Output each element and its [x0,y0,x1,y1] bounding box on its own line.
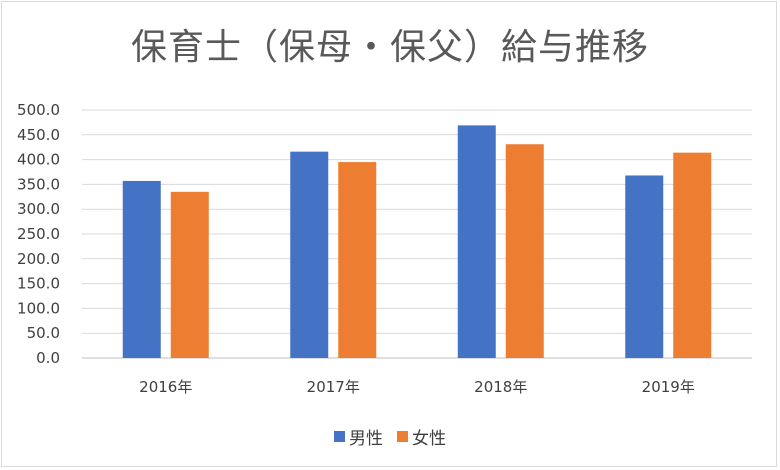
y-tick-label: 450.0 [17,126,60,144]
bar-female [170,191,209,358]
bar-male [625,175,664,358]
y-tick-label: 100.0 [17,299,60,317]
x-category-label: 2019年 [642,378,695,396]
legend: 男性 女性 [0,424,780,449]
bar-male [290,151,329,358]
bar-male [457,125,496,358]
x-category-label: 2018年 [474,378,527,396]
y-tick-label: 150.0 [17,275,60,293]
chart-title: 保育士（保母・保父）給与推移 [130,27,649,68]
y-tick-label: 0.0 [36,349,60,367]
x-category-label: 2017年 [307,378,360,396]
legend-label-female: 女性 [412,429,446,449]
bar-female [338,162,377,358]
y-tick-label: 300.0 [17,200,60,218]
legend-item-male: 男性 [334,424,383,449]
y-tick-label: 500.0 [17,101,60,119]
y-tick-label: 400.0 [17,151,60,169]
y-tick-label: 200.0 [17,250,60,268]
y-tick-label: 350.0 [17,175,60,193]
x-category-label: 2016年 [139,378,192,396]
bar-female [505,144,544,358]
legend-label-male: 男性 [349,429,383,449]
bar-male [122,180,161,358]
legend-swatch-male [334,431,345,442]
y-tick-label: 50.0 [27,324,60,342]
legend-swatch-female [397,431,408,442]
y-tick-label: 250.0 [17,225,60,243]
bar-female [673,152,712,358]
x-axis-labels: 2016年 2017年 2018年 2019年 [139,378,695,396]
bars [122,125,712,358]
legend-item-female: 女性 [397,424,446,449]
y-axis-ticks: 0.0 50.0 100.0 150.0 200.0 250.0 300.0 350.0 400… [17,101,60,367]
